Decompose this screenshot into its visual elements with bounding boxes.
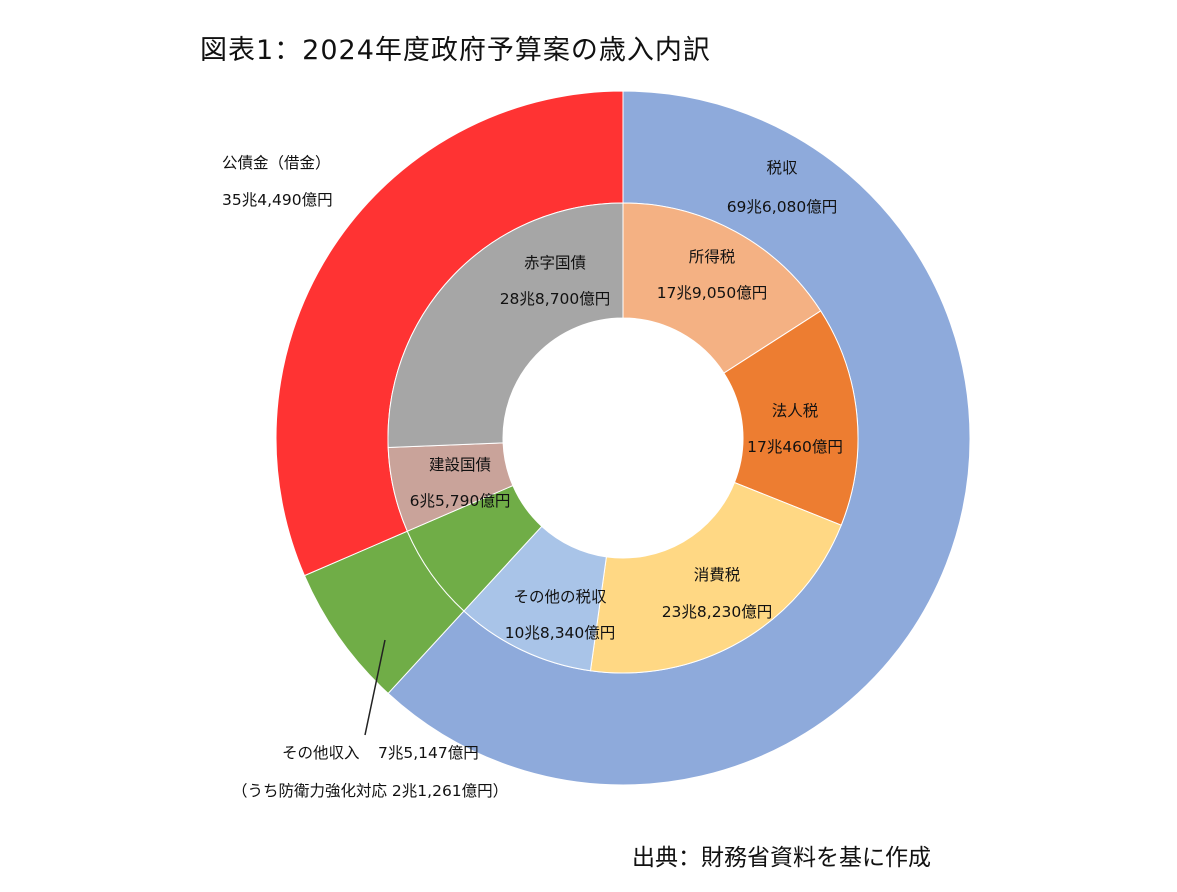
label-corporate-tax-value: 17兆460億円 [747,438,843,456]
inner-slice-0 [622,202,822,374]
inner-ring [387,202,859,674]
source-note: 出典：財務省資料を基に作成 [632,845,931,871]
label-corporate-tax-name: 法人税 [772,402,819,420]
other-income-leader-line [364,639,386,736]
inner-slice-2 [589,481,842,674]
label-income-tax-name: 所得税 [689,248,736,266]
inner-slice-1 [723,310,859,526]
label-tax-revenue-name: 税収 [766,159,798,177]
label-deficit-bonds-value: 28兆8,700億円 [500,290,611,308]
label-public-bonds-name: 公債金（借金） [222,154,331,172]
outer-ring [275,90,971,786]
label-other-tax-value: 10兆8,340億円 [505,624,616,642]
label-tax-revenue-value: 69兆6,080億円 [727,198,838,216]
slice-labels: 税収 69兆6,080億円 公債金（借金） 35兆4,490億円 その他収入 7… [222,154,843,800]
label-construction-bonds-value: 6兆5,790億円 [410,492,511,510]
label-construction-bonds-name: 建設国債 [429,456,491,474]
label-deficit-bonds-name: 赤字国債 [524,254,586,272]
label-public-bonds-value: 35兆4,490億円 [222,191,333,209]
label-other-income-name: その他収入 [282,744,360,762]
chart-title: 図表1：2024年度政府予算案の歳入内訳 [200,35,711,66]
label-consumption-tax-value: 23兆8,230億円 [662,603,773,621]
label-other-income-note: （うち防衛力強化対応 2兆1,261億円） [232,782,508,800]
label-other-tax-name: その他の税収 [513,588,607,606]
inner-slice-6 [387,202,624,449]
label-other-income-value: 7兆5,147億円 [378,744,479,762]
label-income-tax-value: 17兆9,050億円 [657,284,768,302]
label-consumption-tax-name: 消費税 [694,566,741,584]
